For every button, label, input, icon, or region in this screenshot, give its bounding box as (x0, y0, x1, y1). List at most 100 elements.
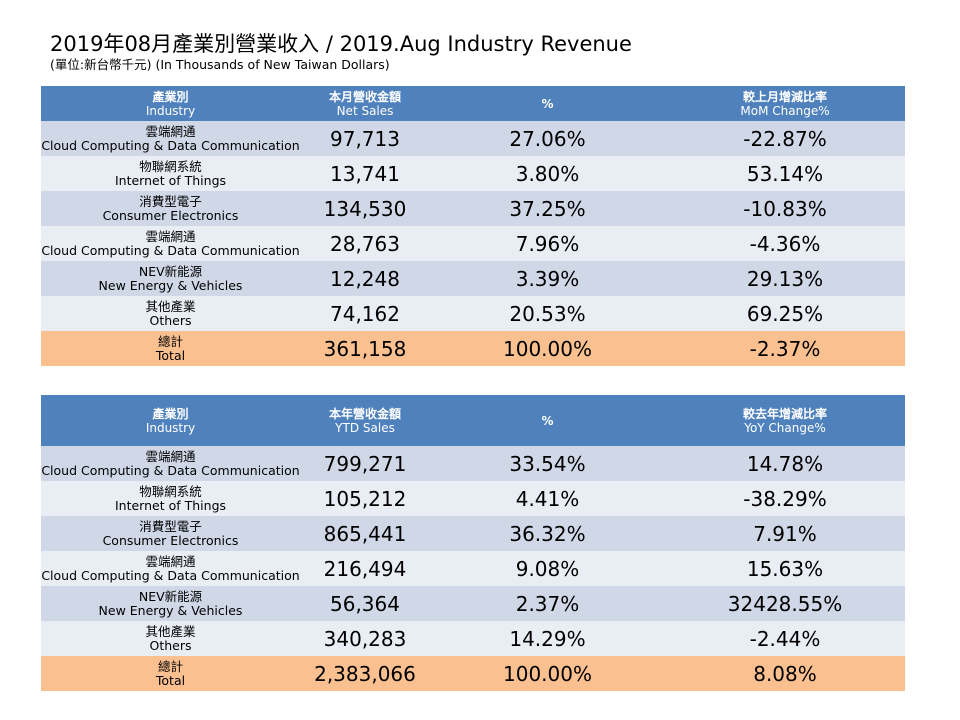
sales-cell: 28,763 (300, 226, 430, 261)
column-header: % (430, 86, 665, 121)
industry-zh: 其他產業 (145, 298, 196, 314)
change-cell: 32428.55% (665, 586, 905, 621)
industry-en: Total (155, 347, 186, 363)
percent-cell: 100.00% (430, 656, 665, 691)
table-row: 消費型電子 Consumer Electronics 134,530 37.25%… (41, 191, 905, 226)
percent-cell: 36.32% (430, 516, 665, 551)
sales-cell: 105,212 (300, 481, 430, 516)
column-header: 較去年增減比率 YoY Change% (665, 395, 905, 446)
percent-cell: 9.08% (430, 551, 665, 586)
column-header: 本月營收金額 Net Sales (300, 86, 430, 121)
ytd-revenue-table: 產業別 Industry 本年營收金額 YTD Sales% 較去年增減比率 YoY Ch… (41, 395, 905, 691)
industry-cell: 消費型電子 Consumer Electronics (41, 191, 300, 226)
industry-en: Others (149, 312, 192, 328)
industry-cell: 其他產業 Others (41, 621, 300, 656)
table-row: 其他產業 Others 74,162 20.53% 69.25% (41, 296, 905, 331)
column-header: 本年營收金額 YTD Sales (300, 395, 430, 446)
industry-zh: 物聯網系統 (139, 158, 202, 174)
sales-cell: 97,713 (300, 121, 430, 156)
column-header: % (430, 395, 665, 446)
change-cell: 15.63% (665, 551, 905, 586)
header-en: Net Sales (336, 103, 394, 118)
header-en: Industry (145, 103, 196, 118)
header-en: MoM Change% (740, 103, 830, 118)
industry-zh: NEV新能源 (138, 263, 203, 279)
percent-cell: 20.53% (430, 296, 665, 331)
industry-en: Others (149, 637, 192, 653)
change-cell: 8.08% (665, 656, 905, 691)
industry-zh: 物聯網系統 (139, 483, 202, 499)
industry-cell: 總計 Total (41, 331, 300, 366)
percent-cell: 3.80% (430, 156, 665, 191)
industry-zh: 雲端網通 (145, 448, 196, 464)
header-zh: 較去年增減比率 (742, 406, 827, 421)
percent-cell: 3.39% (430, 261, 665, 296)
header-en: YoY Change% (744, 420, 826, 435)
industry-en: Cloud Computing & Data Communication (41, 462, 300, 478)
industry-zh: 總計 (157, 333, 183, 349)
sales-cell: 56,364 (300, 586, 430, 621)
percent-cell: 37.25% (430, 191, 665, 226)
table-row: 消費型電子 Consumer Electronics 865,441 36.32%… (41, 516, 905, 551)
header-zh: 產業別 (152, 89, 189, 104)
percent-cell: 27.06% (430, 121, 665, 156)
header-zh: % (541, 96, 554, 111)
industry-en: Internet of Things (114, 497, 227, 513)
header-zh: % (541, 413, 554, 428)
table-row: 物聯網系統 Internet of Things 13,741 3.80% 53.… (41, 156, 905, 191)
industry-zh: 其他產業 (145, 623, 196, 639)
table-row: 雲端網通 Cloud Computing & Data Communication… (41, 121, 905, 156)
table-row: 其他產業 Others 340,283 14.29% -2.44% (41, 621, 905, 656)
industry-cell: 物聯網系統 Internet of Things (41, 481, 300, 516)
sales-cell: 216,494 (300, 551, 430, 586)
column-header: 較上月增減比率 MoM Change% (665, 86, 905, 121)
change-cell: -10.83% (665, 191, 905, 226)
industry-en: Total (155, 672, 186, 688)
table-row: 物聯網系統 Internet of Things 105,212 4.41% -3… (41, 481, 905, 516)
sales-cell: 2,383,066 (300, 656, 430, 691)
change-cell: 29.13% (665, 261, 905, 296)
percent-cell: 4.41% (430, 481, 665, 516)
sales-cell: 74,162 (300, 296, 430, 331)
monthly-revenue-table: 產業別 Industry 本月營收金額 Net Sales% 較上月增減比率 MoM Ch… (41, 86, 905, 366)
sales-cell: 134,530 (300, 191, 430, 226)
percent-cell: 14.29% (430, 621, 665, 656)
industry-cell: 總計 Total (41, 656, 300, 691)
page-title: 2019年08月產業別營業收入 / 2019.Aug Industry Reve… (50, 32, 632, 56)
industry-cell: NEV新能源 New Energy & Vehicles (41, 261, 300, 296)
sales-cell: 865,441 (300, 516, 430, 551)
industry-en: Cloud Computing & Data Communication (41, 567, 300, 583)
change-cell: 53.14% (665, 156, 905, 191)
industry-cell: 物聯網系統 Internet of Things (41, 156, 300, 191)
change-cell: -4.36% (665, 226, 905, 261)
header-zh: 本年營收金額 (328, 406, 401, 421)
industry-cell: 雲端網通 Cloud Computing & Data Communication (41, 446, 300, 481)
change-cell: 69.25% (665, 296, 905, 331)
industry-en: New Energy & Vehicles (98, 602, 243, 618)
header-zh: 產業別 (152, 406, 189, 421)
change-cell: -38.29% (665, 481, 905, 516)
change-cell: -22.87% (665, 121, 905, 156)
unit-subtitle: (單位:新台幣千元) (In Thousands of New Taiwan D… (50, 57, 390, 72)
sales-cell: 13,741 (300, 156, 430, 191)
total-row: 總計 Total 361,158 100.00% -2.37% (41, 331, 905, 366)
industry-zh: 雲端網通 (145, 553, 196, 569)
industry-en: New Energy & Vehicles (98, 277, 243, 293)
table-row: NEV新能源 New Energy & Vehicles 56,364 2.37%… (41, 586, 905, 621)
header-en: YTD Sales (335, 420, 395, 435)
total-row: 總計 Total 2,383,066 100.00% 8.08% (41, 656, 905, 691)
table-row: 雲端網通 Cloud Computing & Data Communication… (41, 446, 905, 481)
column-header: 產業別 Industry (41, 86, 300, 121)
percent-cell: 100.00% (430, 331, 665, 366)
change-cell: 7.91% (665, 516, 905, 551)
header-en: Industry (145, 420, 196, 435)
industry-zh: 總計 (157, 658, 183, 674)
industry-en: Consumer Electronics (102, 532, 239, 548)
table-row: 雲端網通 Cloud Computing & Data Communication… (41, 551, 905, 586)
percent-cell: 2.37% (430, 586, 665, 621)
industry-cell: 其他產業 Others (41, 296, 300, 331)
percent-cell: 33.54% (430, 446, 665, 481)
percent-cell: 7.96% (430, 226, 665, 261)
industry-cell: 雲端網通 Cloud Computing & Data Communication (41, 551, 300, 586)
industry-zh: 消費型電子 (139, 193, 202, 209)
